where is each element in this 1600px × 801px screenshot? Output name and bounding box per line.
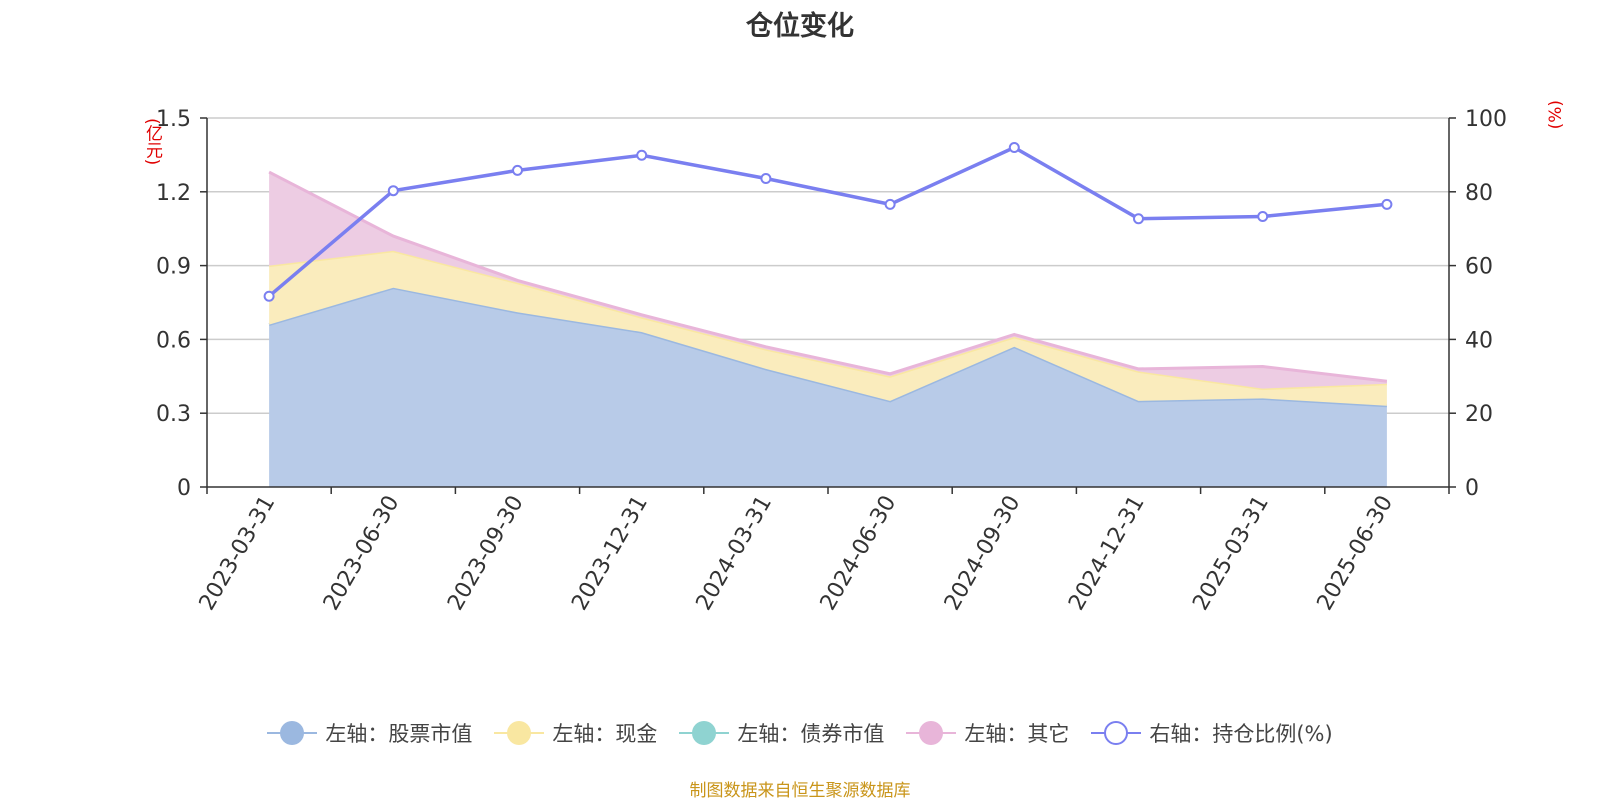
ratio-point <box>1257 211 1269 223</box>
legend-marker-icon <box>679 719 730 747</box>
left-axis-tick-label: 0.3 <box>156 402 191 427</box>
left-axis-tick-label: 0.9 <box>156 255 191 280</box>
x-axis-tick-label: 2025-06-30 <box>1313 492 1399 615</box>
legend-item[interactable]: 左轴：现金 <box>494 718 657 748</box>
legend-marker-icon <box>494 719 545 747</box>
legend-label: 左轴：债券市值 <box>737 722 885 746</box>
right-axis-tick-label: 60 <box>1465 255 1493 280</box>
area-edge-e8b5d9 <box>268 170 1388 383</box>
right-axis-tick-label: 0 <box>1465 476 1479 501</box>
x-axis-tick-label: 2023-03-31 <box>195 492 281 615</box>
legend-item[interactable]: 左轴：债券市值 <box>679 718 884 748</box>
right-axis-tick-label: 20 <box>1465 402 1493 427</box>
legend-item[interactable]: 左轴：其它 <box>906 718 1069 748</box>
data-source-note: 制图数据来自恒生聚源数据库 <box>689 781 911 801</box>
ratio-point <box>387 185 399 197</box>
area-f9e7a1 <box>269 250 1387 406</box>
chart-title: 仓位变化 <box>746 11 854 42</box>
ratio-point <box>760 173 772 185</box>
ratio-point <box>636 149 648 161</box>
left-axis-tick-label: 0.6 <box>156 328 191 353</box>
ratio-point <box>1381 198 1393 210</box>
legend-label: 右轴：持仓比例(%) <box>1149 722 1333 746</box>
x-axis-tick-label: 2024-03-31 <box>692 492 778 615</box>
right-axis-tick-label: 80 <box>1465 181 1493 206</box>
x-axis-tick-label: 2023-06-30 <box>319 492 405 615</box>
right-axis-unit: (%) <box>1546 100 1566 130</box>
legend-item[interactable]: 左轴：股票市值 <box>267 718 472 748</box>
area-9bb8e0 <box>269 287 1387 487</box>
ratio-point <box>884 198 896 210</box>
ratio-point <box>512 164 523 176</box>
legend-label: 左轴：股票市值 <box>325 722 473 746</box>
legend-marker-icon <box>1091 719 1142 747</box>
ratio-line-series <box>263 142 1393 302</box>
x-axis-tick-label: 2023-09-30 <box>443 492 529 615</box>
left-axis-tick-label: 0 <box>177 476 191 501</box>
x-axis-tick-label: 2024-12-31 <box>1064 492 1150 615</box>
x-axis-tick-label: 2024-09-30 <box>940 492 1026 615</box>
x-axis-tick-label: 2025-03-31 <box>1188 492 1274 615</box>
legend-label: 左轴：其它 <box>964 722 1070 746</box>
left-axis-tick-label: 1.5 <box>156 107 191 132</box>
legend-item[interactable]: 右轴：持仓比例(%) <box>1091 718 1333 748</box>
ratio-point <box>1008 142 1020 154</box>
legend-marker-icon <box>267 719 318 747</box>
right-axis-tick-label: 100 <box>1465 107 1507 132</box>
left-axis-unit: (亿元) <box>142 118 162 166</box>
chart-legend: 左轴：股票市值 左轴：现金 左轴：债券市值 左轴：其它 右轴：持仓比例(%) <box>0 718 1600 748</box>
legend-marker-icon <box>906 719 957 747</box>
ratio-line <box>267 145 1388 298</box>
area-series <box>268 170 1388 487</box>
ratio-point <box>1133 213 1144 225</box>
ratio-point <box>263 290 275 302</box>
left-axis-tick-label: 1.2 <box>156 181 191 206</box>
legend-label: 左轴：现金 <box>552 722 658 746</box>
right-axis-tick-label: 40 <box>1465 328 1493 353</box>
x-axis-tick-label: 2024-06-30 <box>816 492 902 615</box>
x-axis-tick-label: 2023-12-31 <box>567 492 653 615</box>
